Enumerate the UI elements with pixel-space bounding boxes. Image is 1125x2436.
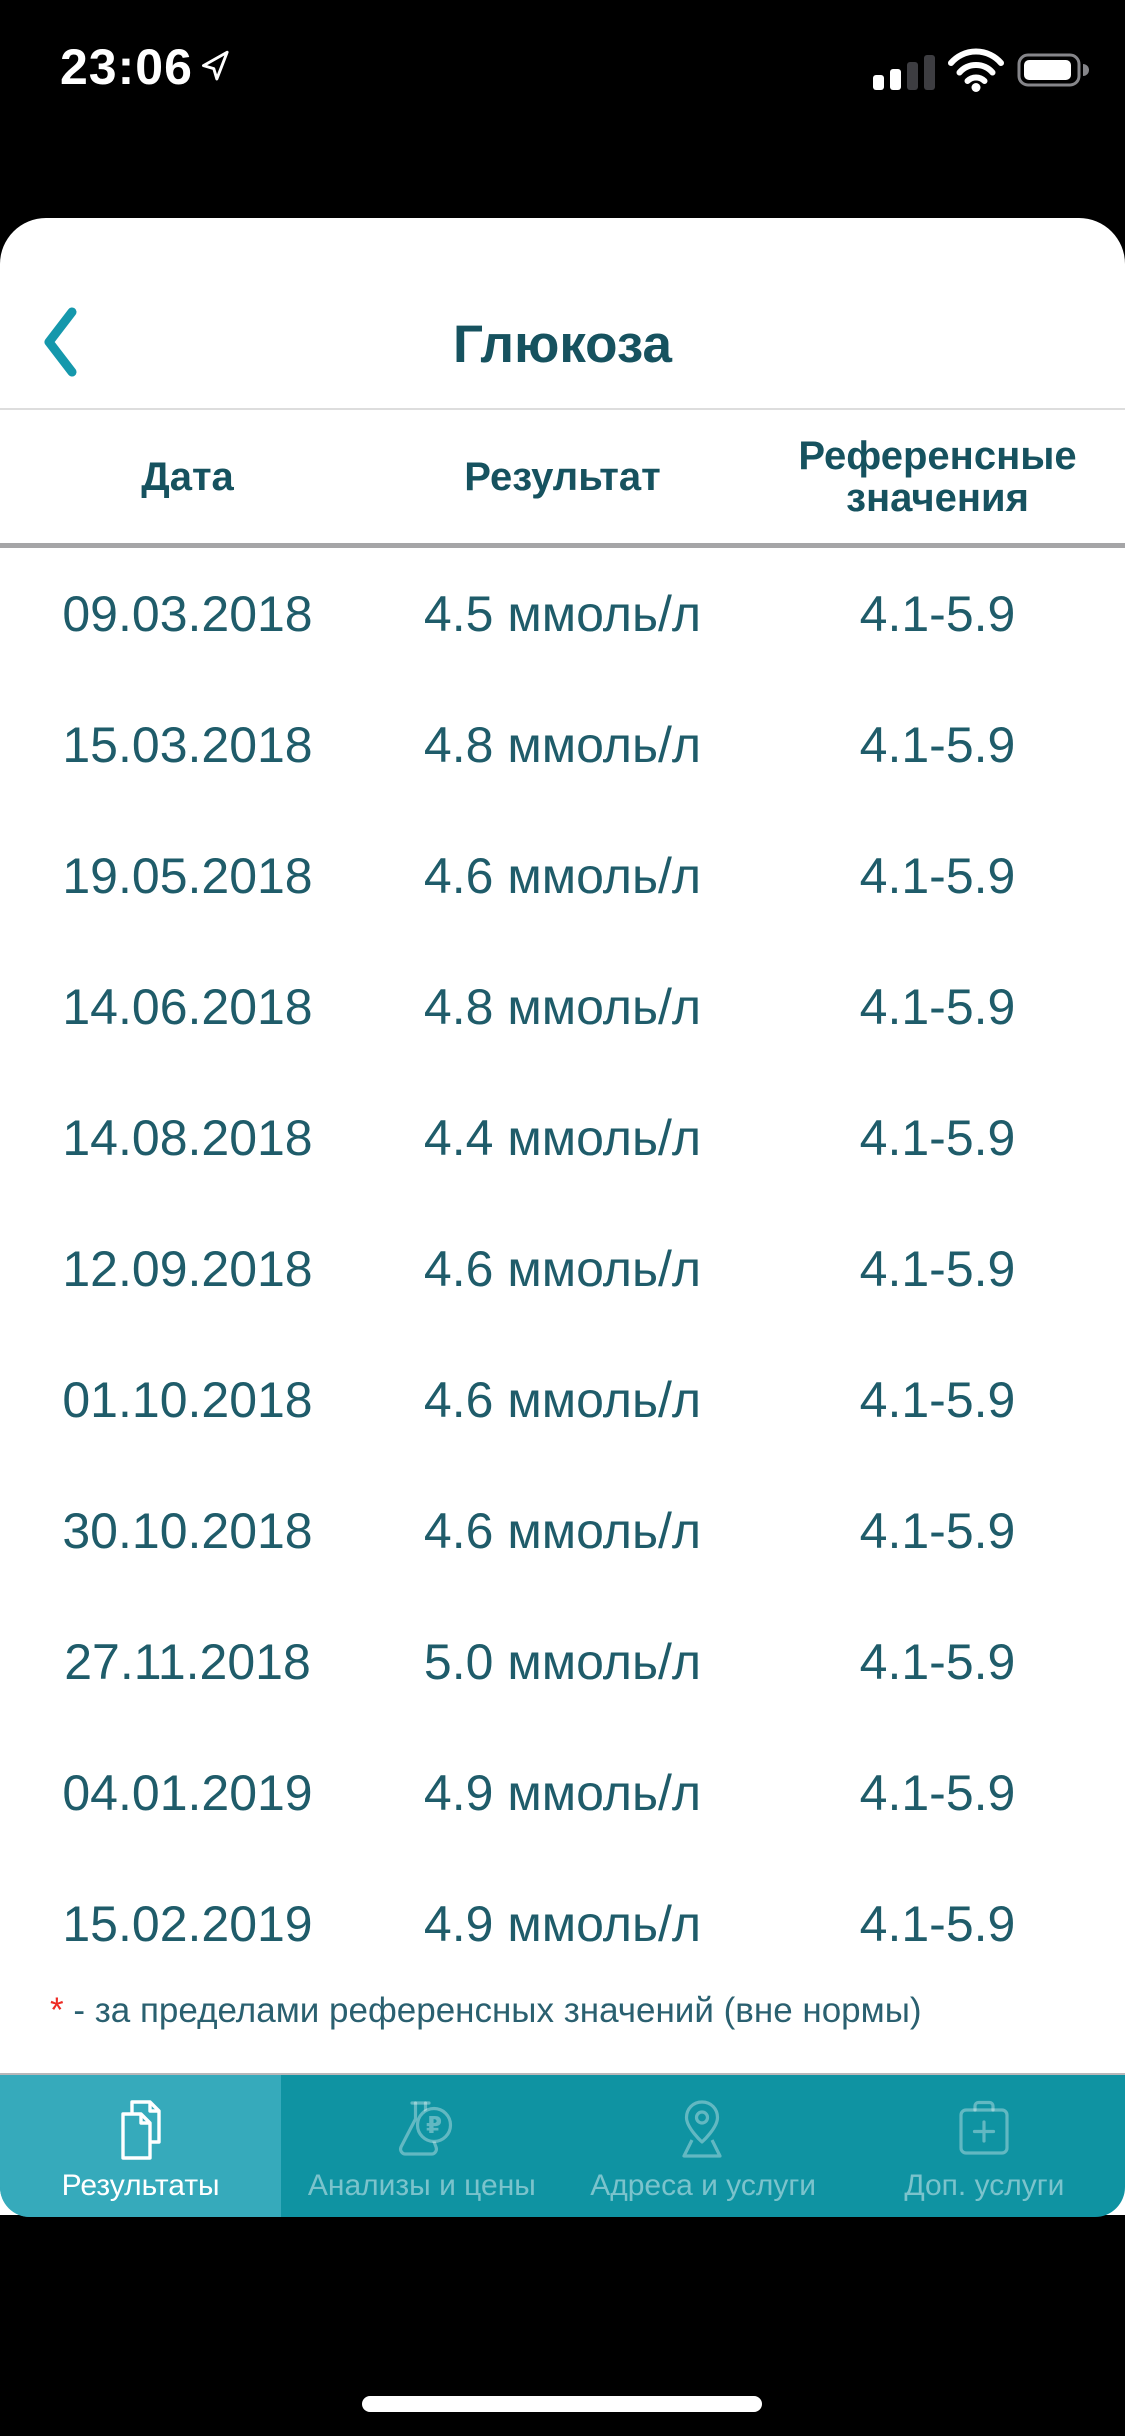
result-date: 15.03.2018 bbox=[62, 716, 313, 773]
reference-range: 4.1-5.9 bbox=[859, 1240, 1016, 1297]
table-row: 12.09.2018 4.6 ммоль/л 4.1-5.9 bbox=[0, 1203, 1125, 1334]
result-date: 09.03.2018 bbox=[62, 585, 313, 642]
table-row: 19.05.2018 4.6 ммоль/л 4.1-5.9 bbox=[0, 810, 1125, 941]
result-value: 4.6 ммоль/л bbox=[423, 1371, 702, 1428]
result-value: 4.4 ммоль/л bbox=[423, 1109, 702, 1166]
status-bar: 23:06 bbox=[0, 0, 1125, 218]
tab-results[interactable]: Результаты bbox=[0, 2075, 282, 2217]
table-row: 15.03.2018 4.8 ммоль/л 4.1-5.9 bbox=[0, 679, 1125, 810]
nav-header: Глюкоза bbox=[0, 218, 1125, 408]
table-row: 30.10.2018 4.6 ммоль/л 4.1-5.9 bbox=[0, 1465, 1125, 1596]
tab-bar: Результаты ₽ Анализы и цены Адреса и услу… bbox=[0, 2073, 1125, 2217]
result-value: 4.8 ммоль/л bbox=[423, 978, 702, 1035]
result-date: 14.08.2018 bbox=[62, 1109, 313, 1166]
result-value: 4.5 ммоль/л bbox=[423, 585, 702, 642]
medical-case-plus-icon bbox=[949, 2097, 1019, 2163]
result-value: 4.6 ммоль/л bbox=[423, 1240, 702, 1297]
column-header-reference: Референсные значения bbox=[798, 433, 1077, 520]
tab-label: Доп. услуги bbox=[904, 2169, 1065, 2202]
result-value: 4.9 ммоль/л bbox=[423, 1764, 702, 1821]
reference-range: 4.1-5.9 bbox=[859, 1371, 1016, 1428]
reference-range: 4.1-5.9 bbox=[859, 1633, 1016, 1690]
result-value: 4.9 ммоль/л bbox=[423, 1895, 702, 1952]
column-header-result: Результат bbox=[464, 454, 661, 499]
result-date: 19.05.2018 bbox=[62, 847, 313, 904]
tab-extra-services[interactable]: Доп. услуги bbox=[844, 2075, 1125, 2217]
content-card: Глюкоза Дата Результат Референсные значе… bbox=[0, 218, 1125, 2215]
column-header-date: Дата bbox=[141, 454, 234, 499]
map-pin-icon bbox=[668, 2097, 738, 2163]
tab-tests-and-prices[interactable]: ₽ Анализы и цены bbox=[281, 2075, 562, 2217]
status-time: 23:06 bbox=[60, 39, 193, 95]
home-indicator[interactable] bbox=[362, 2396, 762, 2412]
result-date: 04.01.2019 bbox=[62, 1764, 313, 1821]
result-date: 01.10.2018 bbox=[62, 1371, 313, 1428]
wifi-icon bbox=[947, 48, 1005, 97]
svg-text:₽: ₽ bbox=[426, 2112, 442, 2138]
location-arrow-icon bbox=[198, 48, 232, 87]
result-value: 5.0 ммоль/л bbox=[423, 1633, 702, 1690]
results-table: 09.03.2018 4.5 ммоль/л 4.1-5.9 15.03.201… bbox=[0, 548, 1125, 1989]
divider bbox=[0, 543, 1125, 548]
reference-range: 4.1-5.9 bbox=[859, 585, 1016, 642]
tab-label: Адреса и услуги bbox=[590, 2169, 817, 2202]
table-header: Дата Результат Референсные значения bbox=[0, 410, 1125, 543]
tab-label: Результаты bbox=[61, 2169, 220, 2202]
reference-range: 4.1-5.9 bbox=[859, 1764, 1016, 1821]
reference-range: 4.1-5.9 bbox=[859, 1109, 1016, 1166]
divider bbox=[0, 408, 1125, 410]
reference-range: 4.1-5.9 bbox=[859, 978, 1016, 1035]
reference-range: 4.1-5.9 bbox=[859, 1895, 1016, 1952]
page-title: Глюкоза bbox=[453, 315, 672, 374]
table-row: 14.08.2018 4.4 ммоль/л 4.1-5.9 bbox=[0, 1072, 1125, 1203]
tab-label: Анализы и цены bbox=[307, 2169, 536, 2202]
reference-range: 4.1-5.9 bbox=[859, 1502, 1016, 1559]
result-date: 15.02.2019 bbox=[62, 1895, 313, 1952]
table-row: 14.06.2018 4.8 ммоль/л 4.1-5.9 bbox=[0, 941, 1125, 1072]
result-value: 4.6 ммоль/л bbox=[423, 847, 702, 904]
table-row: 15.02.2019 4.9 ммоль/л 4.1-5.9 bbox=[0, 1858, 1125, 1989]
footnote: * - за пределами референсных значений (в… bbox=[50, 1991, 1125, 2031]
result-date: 12.09.2018 bbox=[62, 1240, 313, 1297]
reference-range: 4.1-5.9 bbox=[859, 847, 1016, 904]
cellular-signal-icon bbox=[873, 50, 935, 95]
documents-icon bbox=[106, 2097, 176, 2163]
reference-range: 4.1-5.9 bbox=[859, 716, 1016, 773]
result-date: 27.11.2018 bbox=[64, 1633, 311, 1690]
tab-addresses-services[interactable]: Адреса и услуги bbox=[563, 2075, 844, 2217]
table-row: 09.03.2018 4.5 ммоль/л 4.1-5.9 bbox=[0, 548, 1125, 679]
result-date: 14.06.2018 bbox=[62, 978, 313, 1035]
result-value: 4.6 ммоль/л bbox=[423, 1502, 702, 1559]
flask-ruble-icon: ₽ bbox=[387, 2097, 457, 2163]
status-icons bbox=[873, 48, 1091, 97]
battery-icon bbox=[1017, 51, 1091, 94]
result-date: 30.10.2018 bbox=[62, 1502, 313, 1559]
table-row: 01.10.2018 4.6 ммоль/л 4.1-5.9 bbox=[0, 1334, 1125, 1465]
back-button[interactable] bbox=[40, 306, 80, 378]
footnote-text: - за пределами референсных значений (вне… bbox=[63, 1991, 922, 2030]
asterisk-marker: * bbox=[50, 1991, 64, 2030]
table-row: 04.01.2019 4.9 ммоль/л 4.1-5.9 bbox=[0, 1727, 1125, 1858]
table-row: 27.11.2018 5.0 ммоль/л 4.1-5.9 bbox=[0, 1596, 1125, 1727]
result-value: 4.8 ммоль/л bbox=[423, 716, 702, 773]
